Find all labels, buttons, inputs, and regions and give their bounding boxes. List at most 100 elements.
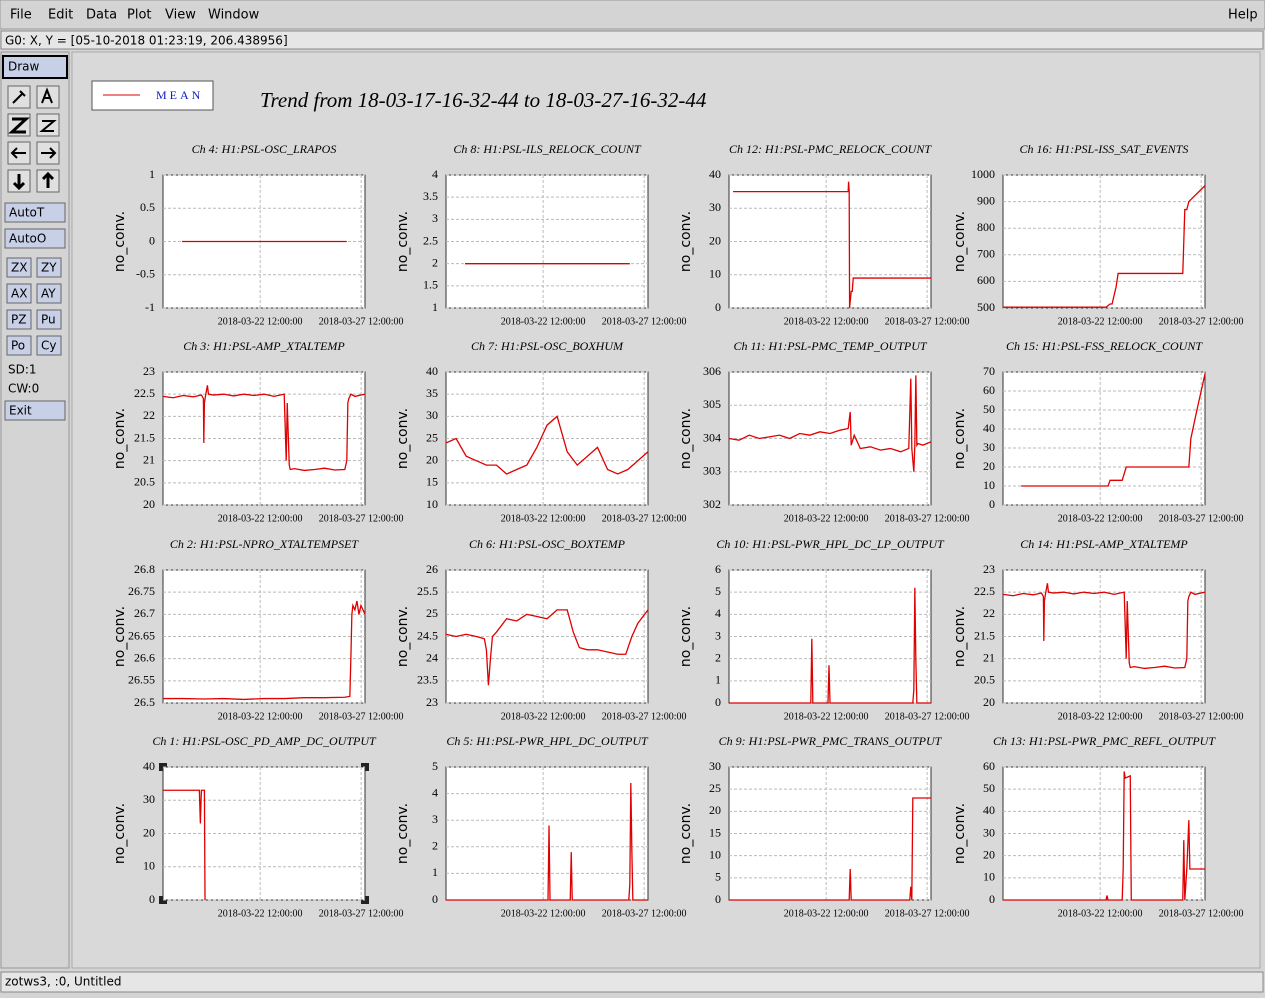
y-axis-label: no_conv. — [112, 211, 128, 272]
menu-item[interactable]: Plot — [127, 8, 152, 23]
y-tick-label: 2 — [715, 650, 721, 664]
y-tick-label: 0 — [715, 300, 721, 314]
chart-title: Ch 13: H1:PSL-PWR_PMC_REFL_OUTPUT — [993, 734, 1216, 748]
toolbar-button[interactable] — [6, 335, 32, 356]
y-tick-label: 60 — [983, 383, 995, 397]
y-tick-label: 20.5 — [974, 673, 995, 687]
y-tick-label: 25 — [426, 606, 438, 620]
icon — [10, 147, 26, 159]
button-label: Po — [11, 339, 25, 353]
plot-frame — [1002, 371, 1206, 506]
data-line — [163, 789, 206, 901]
icon-glyphs — [8, 87, 57, 191]
data-line — [728, 375, 932, 472]
y-axis-label: no_conv. — [395, 211, 411, 272]
plot-frame — [445, 766, 649, 901]
toolbar-button[interactable] — [4, 400, 66, 421]
chart: Ch 2: H1:PSL-NPRO_XTALTEMPSET 26.5 26.55 26… — [112, 537, 404, 723]
data-line — [446, 782, 648, 901]
y-tick-label: 10 — [709, 267, 721, 281]
menu-item[interactable]: File — [10, 8, 32, 23]
menu-item[interactable]: View — [165, 8, 196, 23]
y-tick-label: 26.5 — [134, 695, 155, 709]
button-label: Exit — [9, 404, 32, 418]
x-tick-label: 2018-03-27 12:00:00 — [602, 711, 687, 722]
y-tick-label: 20 — [143, 497, 155, 511]
chart-title: Ch 12: H1:PSL-PMC_RELOCK_COUNT — [729, 142, 932, 156]
chart-title: Ch 6: H1:PSL-OSC_BOXTEMP — [469, 537, 626, 551]
toolbar-button[interactable] — [6, 309, 32, 330]
toolbar-button[interactable] — [36, 309, 62, 330]
y-tick-label: 10 — [426, 497, 438, 511]
y-tick-label: 10 — [983, 478, 995, 492]
chart: Ch 10: H1:PSL-PWR_HPL_DC_LP_OUTPUT 0 1 2 3 4 5… — [678, 537, 970, 723]
toolbar-button[interactable] — [36, 257, 62, 278]
y-tick-label: 22.5 — [134, 386, 155, 400]
button-label: ZX — [11, 261, 27, 275]
y-axis-label: no_conv. — [952, 211, 968, 272]
toolbar-button[interactable] — [6, 257, 32, 278]
toolbar-button[interactable] — [36, 335, 62, 356]
x-tick-label: 2018-03-22 12:00:00 — [1058, 316, 1143, 327]
y-tick-label: 50 — [983, 781, 995, 795]
x-tick-label: 2018-03-22 12:00:00 — [1058, 711, 1143, 722]
y-tick-label: 0.5 — [140, 200, 155, 214]
menu-item[interactable]: Edit — [48, 8, 73, 23]
button-label: AutoO — [9, 232, 46, 246]
status-field — [0, 30, 1264, 50]
toolbar-button[interactable] — [6, 283, 32, 304]
chart: Ch 1: H1:PSL-OSC_PD_AMP_DC_OUTPUT 0 10 20 30… — [112, 734, 404, 920]
x-tick-label: 2018-03-22 12:00:00 — [1058, 513, 1143, 524]
x-tick-label: 2018-03-22 12:00:00 — [784, 316, 869, 327]
y-tick-label: -1 — [145, 300, 155, 314]
x-tick-label: 2018-03-27 12:00:00 — [1159, 316, 1244, 327]
toolbar-button[interactable] — [4, 202, 66, 223]
y-tick-label: 20.5 — [134, 475, 155, 489]
chart-title: Ch 3: H1:PSL-AMP_XTALTEMP — [183, 339, 345, 353]
y-tick-label: 30 — [426, 408, 438, 422]
chart: Ch 6: H1:PSL-OSC_BOXTEMP 23 23.5 24 24.5 25 25… — [395, 537, 687, 723]
menu-item[interactable]: Data — [86, 8, 117, 23]
y-tick-label: 304 — [703, 430, 721, 444]
y-tick-label: 5 — [715, 584, 721, 598]
info-label: SD:1 — [8, 363, 37, 377]
legend-label: MEAN — [156, 88, 203, 102]
data-line — [445, 415, 649, 475]
y-tick-label: 600 — [977, 273, 995, 287]
icon — [12, 90, 26, 104]
x-tick-label: 2018-03-27 12:00:00 — [602, 908, 687, 919]
x-tick-label: 2018-03-27 12:00:00 — [1159, 513, 1244, 524]
y-tick-label: 70 — [983, 364, 995, 378]
y-tick-label: 20 — [143, 825, 155, 839]
y-tick-label: -0.5 — [136, 267, 155, 281]
draw-button[interactable] — [2, 55, 68, 79]
chart: Ch 7: H1:PSL-OSC_BOXHUM 10 15 20 25 30 35 40 201… — [395, 339, 687, 525]
chart-title: Ch 5: H1:PSL-PWR_HPL_DC_OUTPUT — [446, 734, 649, 748]
x-tick-label: 2018-03-22 12:00:00 — [1058, 908, 1143, 919]
menu-item[interactable]: Help — [1228, 8, 1258, 23]
menu-item[interactable]: Window — [208, 8, 260, 23]
y-tick-label: 700 — [977, 247, 995, 261]
y-tick-label: 6 — [715, 562, 721, 576]
x-tick-label: 2018-03-27 12:00:00 — [1159, 908, 1244, 919]
y-tick-label: 22 — [983, 606, 995, 620]
y-tick-label: 50 — [983, 402, 995, 416]
y-tick-label: 4 — [715, 606, 721, 620]
toolbar-button[interactable] — [4, 228, 66, 249]
icon — [41, 87, 53, 104]
toolbar-button[interactable] — [36, 283, 62, 304]
y-tick-label: 30 — [709, 200, 721, 214]
x-tick-label: 2018-03-27 12:00:00 — [319, 316, 404, 327]
y-tick-label: 0 — [989, 497, 995, 511]
y-tick-label: 0 — [715, 892, 721, 906]
chart: Ch 13: H1:PSL-PWR_PMC_REFL_OUTPUT 0 10 20 30… — [952, 734, 1244, 920]
y-tick-label: 20 — [426, 452, 438, 466]
y-tick-label: 0 — [715, 695, 721, 709]
button-label: AX — [11, 287, 27, 301]
y-tick-label: 10 — [709, 847, 721, 861]
chart-title: Ch 11: H1:PSL-PMC_TEMP_OUTPUT — [733, 339, 927, 353]
y-tick-label: 30 — [983, 440, 995, 454]
icon — [39, 120, 57, 132]
x-tick-label: 2018-03-27 12:00:00 — [319, 908, 404, 919]
y-tick-label: 303 — [703, 464, 721, 478]
